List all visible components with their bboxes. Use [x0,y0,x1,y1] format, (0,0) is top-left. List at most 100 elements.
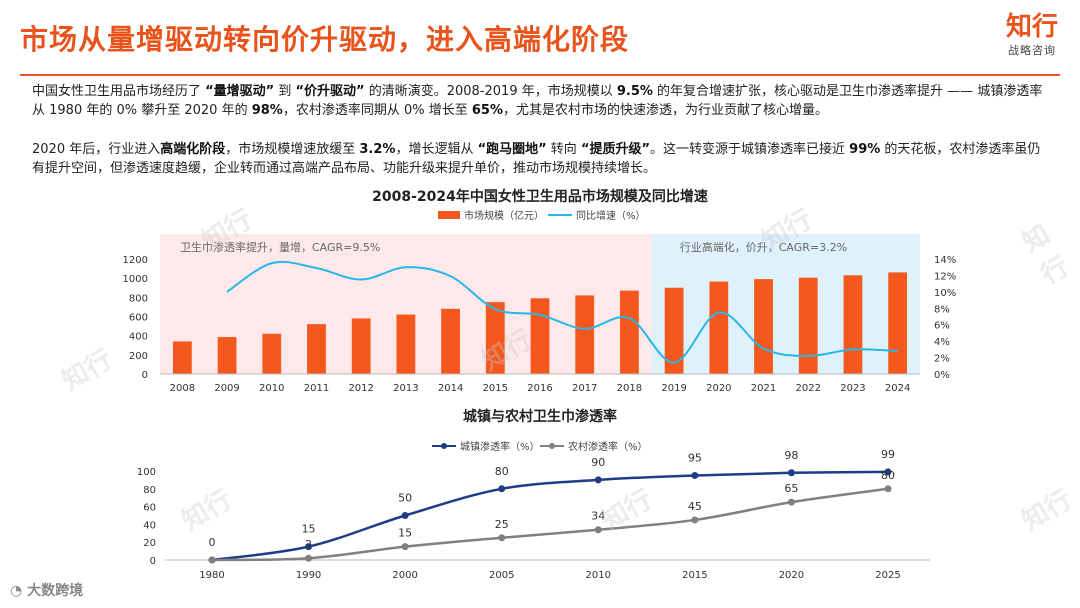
annotation-label: 卫生巾渗透率提升，量增，CAGR=9.5% [180,240,380,254]
bar [709,281,729,374]
x-tick-label: 2018 [617,383,642,394]
x-tick-label: 2024 [885,383,910,394]
x-tick-label: 2021 [751,383,776,394]
p1-bold-d: “价升驱动” [295,84,365,99]
chart1-title: 2008-2024年中国女性卫生用品市场规模及同比增速 [372,189,708,205]
y-tick-label: 1200 [123,255,148,266]
p1-text-k: ，尤其是农村市场的快速渗透，为行业贡献了核心增量。 [503,103,829,118]
x-tick-label: 2008 [170,383,195,394]
series-line-growth [226,260,898,364]
y-tick-label: 600 [129,313,148,324]
p2-text-g: 转向 [546,142,581,157]
bar [575,295,595,374]
bar [217,337,237,374]
data-label: 99 [881,448,895,461]
bar [843,275,863,374]
series-line-rural [211,487,889,562]
y2-tick-label: 12% [934,271,956,282]
y-tick-label: 400 [129,332,148,343]
p2-text-e: ，增长逻辑从 [395,142,478,157]
legend-label: 市场规模（亿元） [464,209,544,222]
p2-bold-d: 3.2% [359,142,396,157]
footer-logo-icon: ◔ [10,583,28,599]
p1-text-a: 中国女性卫生用品市场经历了 [32,84,206,99]
data-label: 34 [591,510,605,523]
p1-bold-j: 65% [471,103,503,118]
y-tick-label: 60 [143,503,156,514]
x-tick-label: 2009 [214,383,239,394]
point-urban [787,469,795,477]
p2-bold-h: “提质升级” [580,142,651,157]
data-label: 65 [784,482,798,495]
x-tick-label: 2015 [483,383,508,394]
legend-marker-rural [549,443,555,449]
x-tick-label: 2017 [572,383,597,394]
x-tick-label: 1990 [296,570,321,581]
x-tick-label: 2020 [706,383,731,394]
y2-tick-label: 10% [934,288,956,299]
paragraph-2: 2020 年后，行业进入高端化阶段，市场规模增速放缓至 3.2%，增长逻辑从 “… [32,140,1052,178]
x-tick-label: 2016 [527,383,552,394]
y2-tick-label: 14% [934,255,956,266]
p1-bold-h: 98% [251,103,283,118]
bar [888,272,908,374]
point-urban [594,476,602,484]
brand-logo: 知行 战略咨询 [1006,12,1058,58]
point-urban [498,485,506,493]
legend-label: 同比增速（%） [576,209,646,222]
market-size-chart: 卫生巾渗透率提升，量增，CAGR=9.5% 行业高端化，价升，CAGR=3.2% 市… [123,209,957,394]
y-tick-label: 200 [129,351,148,362]
x-tick-label: 2025 [875,570,900,581]
p2-text-a: 2020 年后，行业进入 [32,142,161,157]
footer-brand: ◔ 大数跨境 [10,580,83,600]
footer-brand-text: 大数跨境 [27,583,84,599]
data-label: 25 [495,518,509,531]
point-urban [305,543,313,551]
p2-bold-f: “跑马圈地” [477,142,547,157]
p2-text-i: 。这一转变源于城镇渗透率已接近 [650,142,850,157]
p1-text-e: 的清晰演变。2008-2019 年，市场规模以 [364,84,617,99]
p1-text-i: ，农村渗透率同期从 0% 增长至 [282,103,472,118]
point-rural [884,485,892,493]
x-tick-label: 2015 [682,570,707,581]
legend-label: 城镇渗透率（%） [460,440,540,453]
legend-marker-urban [441,443,447,449]
y-tick-label: 80 [143,485,156,496]
x-tick-label: 2005 [489,570,514,581]
p2-bold-b: 高端化阶段 [160,142,226,157]
data-label: 2 [305,538,312,551]
p2-bold-j: 99% [849,142,881,157]
data-label: 80 [495,465,509,478]
y2-tick-label: 0% [934,370,950,381]
point-urban [884,468,892,476]
logo-main: 知行 [1005,12,1058,42]
data-label: 98 [784,449,798,462]
y-tick-label: 800 [129,293,148,304]
bar [262,333,282,374]
bar [351,318,371,374]
data-label: 15 [302,523,316,536]
p1-bold-f: 9.5% [616,84,653,99]
x-tick-label: 2010 [259,383,284,394]
x-tick-label: 2010 [586,570,611,581]
point-rural [691,516,699,524]
y2-tick-label: 2% [934,354,950,365]
data-label: 45 [688,500,702,513]
x-tick-label: 2023 [840,383,865,394]
p2-text-c: ，市场规模增速放缓至 [225,142,360,157]
y-tick-label: 1000 [123,274,148,285]
annotation-label: 行业高端化，价升，CAGR=3.2% [680,240,847,254]
x-tick-label: 1980 [199,570,224,581]
annotation-band [651,234,920,374]
legend-swatch-bar [438,211,460,219]
bar [441,308,460,374]
series-line-urban [211,470,889,562]
legend-label: 农村渗透率（%） [568,440,648,453]
x-tick-label: 2019 [661,383,686,394]
x-tick-label: 2014 [438,383,463,394]
y-tick-label: 0 [142,370,148,381]
title-divider [20,74,1060,76]
y-tick-label: 20 [143,538,156,549]
chart2-title: 城镇与农村卫生巾渗透率 [463,409,617,425]
x-tick-label: 2020 [779,570,804,581]
